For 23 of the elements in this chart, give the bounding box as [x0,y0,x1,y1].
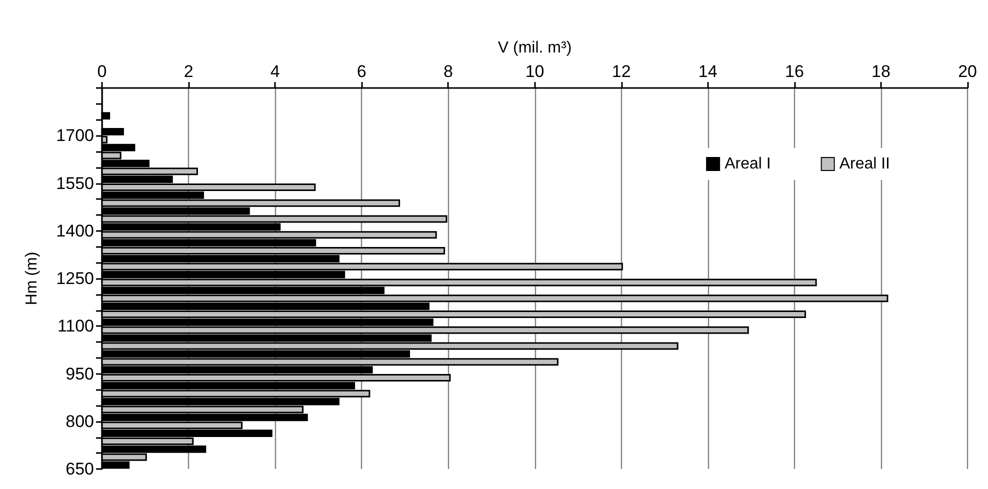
y-tick-label: 1550 [56,174,94,193]
x-tick-label: 16 [784,62,804,81]
x-tick-label: 12 [612,62,631,81]
y-tick-label: 1700 [56,126,94,146]
x-tick-label: 0 [97,62,107,81]
x-tick-label: 18 [872,62,890,81]
x-tick-label: 4 [270,62,280,81]
x-tick-label: 20 [958,62,978,81]
y-tick-label: 1100 [57,316,94,336]
x-tick-label: 8 [443,62,453,81]
y-tick-label: 800 [66,412,94,431]
x-tick-label: 2 [184,62,194,81]
legend-label: Areal II [839,156,890,172]
y-axis-title: Hm (m) [24,252,40,306]
x-tick-label: 6 [356,62,366,81]
y-tick-label: 650 [66,460,94,478]
x-tick-label: 14 [698,62,718,81]
y-tick-label: 1250 [56,269,94,288]
y-tick-label: 950 [66,364,94,384]
x-tick-label: 10 [525,62,544,81]
legend-label: Areal I [724,156,771,172]
y-tick-label: 1400 [56,221,94,240]
x-axis-title: V (mil. m³) [498,40,572,56]
